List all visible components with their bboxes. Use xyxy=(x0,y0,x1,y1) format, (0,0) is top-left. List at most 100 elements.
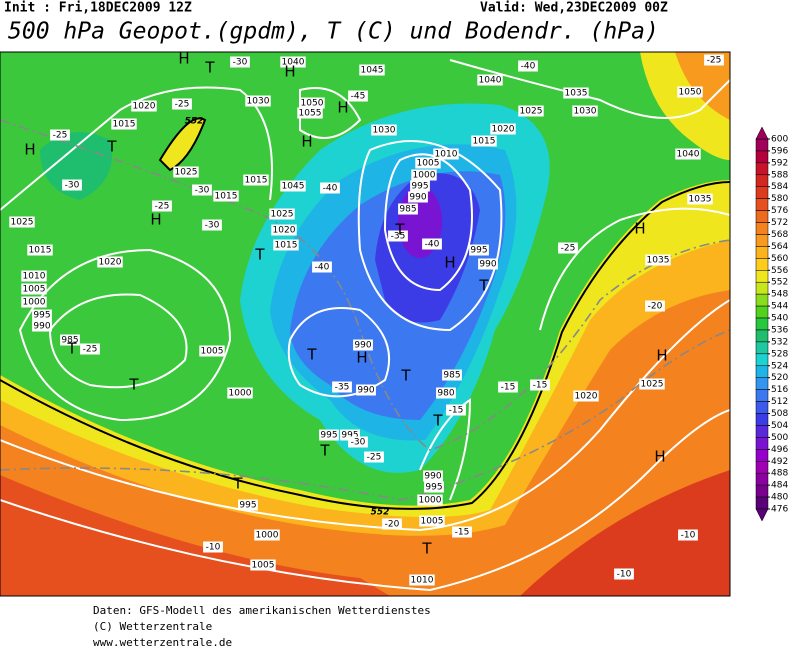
isoline-label: 985 xyxy=(399,205,416,215)
colorbar-label: 596 xyxy=(771,146,788,156)
colorbar-end xyxy=(755,508,769,522)
colorbar-segment xyxy=(755,496,769,510)
label-box xyxy=(348,90,368,102)
isobar xyxy=(0,86,273,211)
colorbar-label: 572 xyxy=(771,218,788,228)
isoline-label: 1005 xyxy=(421,517,444,527)
label-box xyxy=(423,470,443,482)
colorbar-label: 592 xyxy=(771,158,788,168)
isoline-label: 1050 xyxy=(301,99,324,109)
pressure-center: H xyxy=(654,448,665,466)
label-box xyxy=(250,559,276,571)
label-box xyxy=(530,379,550,391)
colorbar-end xyxy=(755,126,769,140)
field-region xyxy=(675,52,730,120)
isoline-label: -20 xyxy=(648,302,663,312)
contour-label: 552 xyxy=(371,508,390,518)
isobar xyxy=(18,248,232,422)
isoline-label: 1020 xyxy=(273,226,296,236)
pressure-center: T xyxy=(66,340,77,358)
label-box xyxy=(199,345,225,357)
colorbar-segment xyxy=(755,389,769,402)
label-box xyxy=(639,378,665,390)
colorbar-label: 508 xyxy=(771,409,788,419)
colorbar-segment xyxy=(755,270,769,283)
colorbar-segment xyxy=(755,437,769,450)
isoline-label: 1000 xyxy=(23,298,46,308)
isoline-label: 1025 xyxy=(641,380,664,390)
colorbar-label: 576 xyxy=(771,206,788,216)
label-box xyxy=(422,238,442,250)
isoline-label: -10 xyxy=(206,543,221,553)
colorbar-label: 500 xyxy=(771,433,788,443)
isoline-label: -45 xyxy=(351,92,366,102)
isoline-label: 1055 xyxy=(299,109,322,119)
label-box xyxy=(280,180,306,192)
label-box xyxy=(238,499,258,511)
isobar xyxy=(449,59,730,119)
isoline-label: 995 xyxy=(425,483,442,493)
isoline-label: 1050 xyxy=(679,88,702,98)
isotherm xyxy=(0,329,730,501)
pressure-center: T xyxy=(128,376,139,394)
colorbar-label: 492 xyxy=(771,457,788,467)
isoline-label: 990 xyxy=(424,472,441,482)
isoline-label: -40 xyxy=(323,184,338,194)
colorbar-label: 504 xyxy=(771,421,788,431)
footer-line: www.wetterzentrale.de xyxy=(93,636,232,648)
label-box xyxy=(442,369,462,381)
isoline-label: 1010 xyxy=(411,576,434,586)
pressure-center: T xyxy=(432,412,443,430)
colorbar-label: 600 xyxy=(771,135,788,145)
label-box xyxy=(243,174,269,186)
pressure-center: H xyxy=(284,63,295,81)
label-box xyxy=(359,64,385,76)
isoline-label: 1005 xyxy=(417,159,440,169)
isobar xyxy=(287,307,391,398)
pressure-center: H xyxy=(356,349,367,367)
isoline-label: 1020 xyxy=(133,102,156,112)
colorbar-segment xyxy=(755,449,769,462)
pressure-center: T xyxy=(394,221,405,239)
init-time: Init : Fri,18DEC2009 12Z xyxy=(4,1,192,16)
field-region xyxy=(0,475,390,596)
label-box xyxy=(645,254,671,266)
isoline-label: 995 xyxy=(33,311,50,321)
colorbar-label: 580 xyxy=(771,194,788,204)
colorbar-segment xyxy=(755,293,769,307)
label-box xyxy=(419,515,445,527)
label-box xyxy=(111,118,137,130)
label-box xyxy=(518,60,538,72)
colorbar-segment xyxy=(755,341,769,355)
colorbar-label: 560 xyxy=(771,254,788,264)
isoline-label: -40 xyxy=(425,240,440,250)
label-box xyxy=(382,518,402,530)
colorbar-label: 512 xyxy=(771,397,788,407)
colorbar-label: 520 xyxy=(771,373,788,383)
colorbar-label: 556 xyxy=(771,266,788,276)
isoline-label: -10 xyxy=(617,570,632,580)
label-box xyxy=(21,283,47,295)
label-box xyxy=(364,451,384,463)
colorbar-segment xyxy=(755,353,769,367)
colorbar-label: 480 xyxy=(771,493,788,503)
isobar xyxy=(48,293,188,389)
pressure-center: H xyxy=(634,220,645,238)
isoline-label: 1015 xyxy=(29,246,52,256)
label-box xyxy=(245,95,271,107)
pressure-center: H xyxy=(444,254,455,272)
isoline-label: 1025 xyxy=(271,210,294,220)
isoline-label: 1020 xyxy=(492,125,515,135)
label-box xyxy=(50,129,70,141)
colorbar-segment xyxy=(755,138,769,152)
isoline-label: 995 xyxy=(239,501,256,511)
isoline-label: 1010 xyxy=(435,150,458,160)
isobar xyxy=(299,87,362,139)
label-box xyxy=(319,429,339,441)
label-box xyxy=(410,180,430,192)
valid-time: Valid: Wed,23DEC2009 00Z xyxy=(480,1,668,16)
isoline-label: -20 xyxy=(385,520,400,530)
label-box xyxy=(478,258,498,270)
